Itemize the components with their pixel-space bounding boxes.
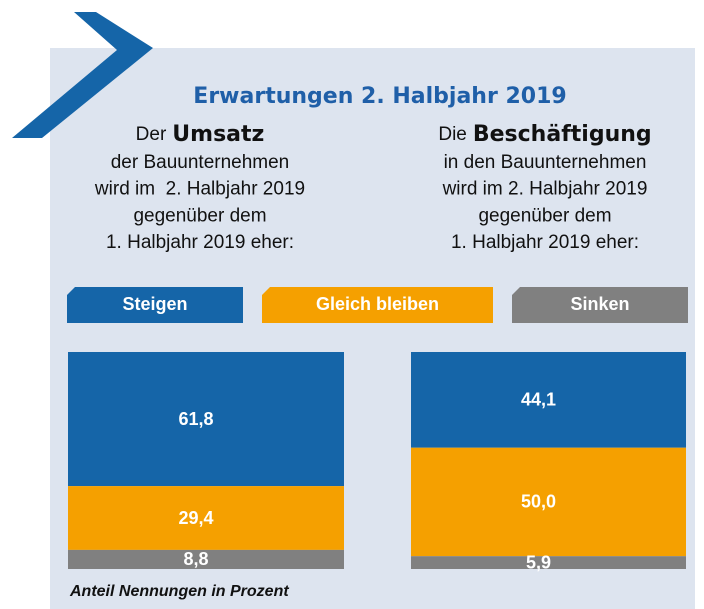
legend-swatch — [262, 287, 493, 323]
value-label: 29,4 — [178, 508, 213, 528]
chart-title: Erwartungen 2. Halbjahr 2019 — [193, 84, 566, 109]
category-line: der Bauunternehmen — [111, 152, 290, 173]
category-line: gegenüber dem — [478, 205, 611, 226]
bar-segment — [411, 556, 686, 569]
bar-segment — [68, 352, 344, 487]
value-label: 61,8 — [178, 409, 213, 429]
legend-swatch — [512, 287, 688, 323]
bar-segment — [68, 486, 344, 550]
legend-label: Gleich bleiben — [316, 294, 439, 314]
category-label: Beschäftigung — [473, 122, 652, 147]
category-line: in den Bauunternehmen — [444, 152, 647, 173]
category-line: wird im 2. Halbjahr 2019 — [442, 179, 648, 200]
value-label: 5,9 — [526, 552, 551, 572]
value-label: 50,0 — [521, 492, 556, 512]
bar-segment — [411, 447, 686, 557]
legend-swatch — [67, 287, 243, 323]
value-label: 44,1 — [521, 390, 556, 410]
note: Anteil Nennungen in Prozent — [69, 583, 289, 600]
category-line: wird im 2. Halbjahr 2019 — [94, 179, 305, 200]
chevron — [12, 12, 153, 138]
category-prefix: Der — [136, 124, 167, 145]
category-heading: Die Beschäftigung — [438, 122, 651, 147]
value-label: 8,8 — [183, 549, 208, 569]
category-line: gegenüber dem — [133, 205, 266, 226]
category-label: Umsatz — [172, 122, 264, 147]
legend-label: Steigen — [122, 294, 187, 314]
category-line: 1. Halbjahr 2019 eher: — [451, 232, 639, 253]
bar-segment — [68, 549, 344, 569]
category-line: 1. Halbjahr 2019 eher: — [106, 232, 294, 253]
legend-label: Sinken — [570, 294, 629, 314]
category-heading: Der Umsatz — [136, 122, 265, 147]
category-prefix: Die — [438, 124, 467, 145]
bar-segment — [411, 352, 686, 448]
